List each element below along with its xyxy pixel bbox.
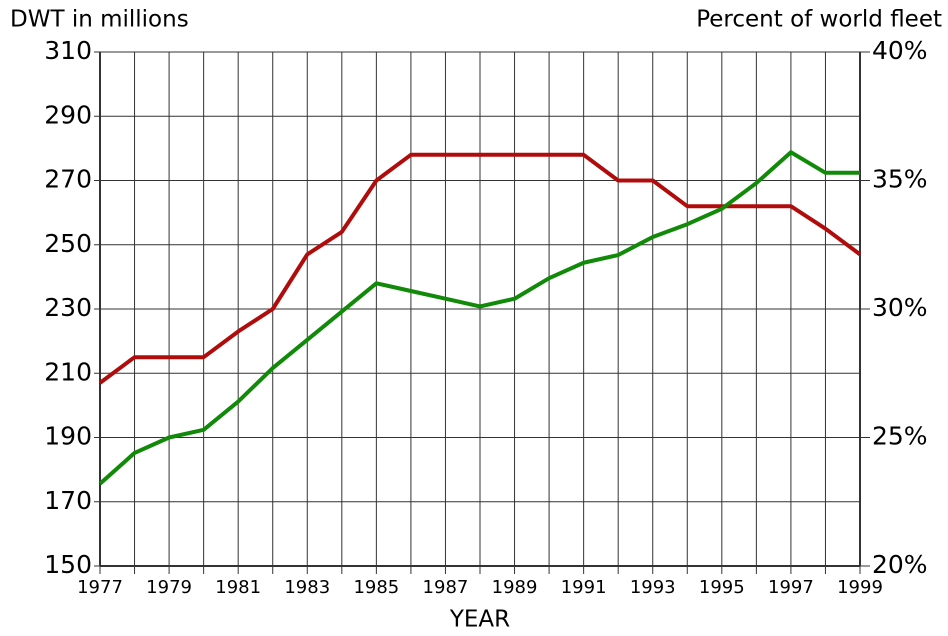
x-tick-label: 1993 [630, 577, 676, 598]
x-axis-label: YEAR [449, 607, 510, 633]
y-tick-label: 150 [44, 550, 92, 579]
y2-tick-label: 40% [872, 36, 928, 65]
y2-tick-label: 25% [872, 422, 928, 451]
y2-tick-label: 20% [872, 550, 928, 579]
x-tick-label: 1997 [768, 577, 814, 598]
x-tick-label: 1983 [284, 577, 330, 598]
y-tick-label: 210 [44, 357, 92, 386]
y-tick-label: 310 [44, 36, 92, 65]
y2-axis-label: Percent of world fleet [696, 7, 942, 33]
x-tick-label: 1989 [492, 577, 538, 598]
line [98, 150, 860, 486]
y2-tick-label: 30% [872, 293, 928, 322]
y-tick-label: 190 [44, 422, 92, 451]
x-tick-label: 1991 [561, 577, 607, 598]
line [98, 152, 862, 385]
x-tick-label: 1979 [146, 577, 192, 598]
x-tick-label: 1995 [699, 577, 745, 598]
x-tick-label: 1981 [215, 577, 261, 598]
x-tick-label: 1987 [423, 577, 469, 598]
x-tick-label: 1985 [353, 577, 399, 598]
y-tick-label: 290 [44, 100, 92, 129]
x-tick-label: 1999 [837, 577, 883, 598]
y-tick-label: 170 [44, 486, 92, 515]
y-tick-label: 250 [44, 229, 92, 258]
y-tick-label: 230 [44, 293, 92, 322]
x-tick-label: 1977 [77, 577, 123, 598]
y-axis-label: DWT in millions [10, 7, 189, 33]
y-tick-label: 270 [44, 165, 92, 194]
y2-tick-label: 35% [872, 165, 928, 194]
